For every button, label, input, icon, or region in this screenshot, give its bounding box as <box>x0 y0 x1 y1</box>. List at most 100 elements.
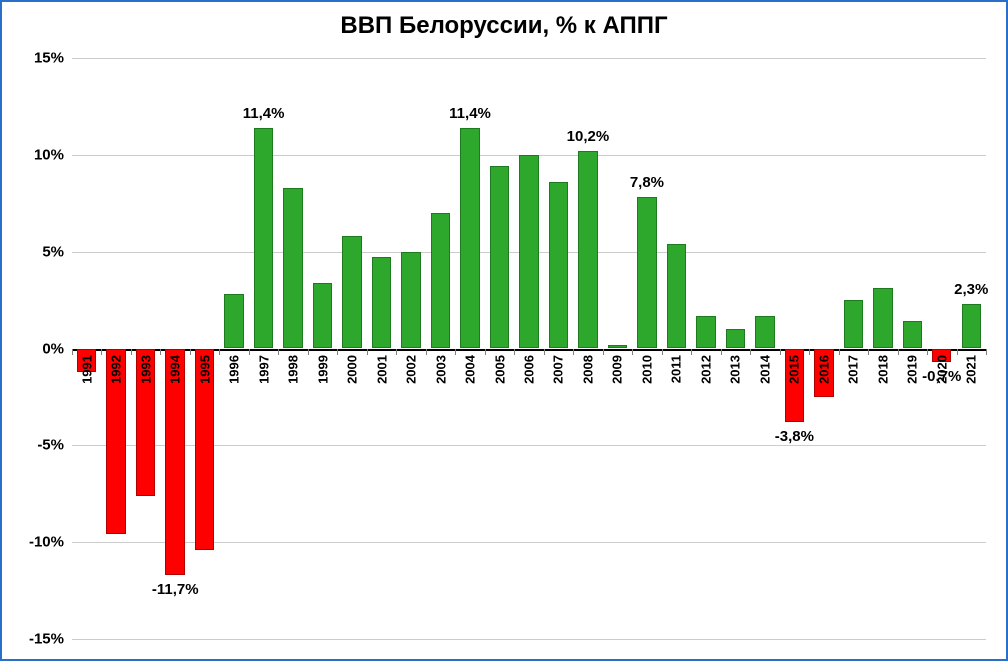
x-axis-tick <box>249 349 250 355</box>
bar <box>372 257 391 348</box>
x-axis-category-label: 2016 <box>816 355 831 384</box>
x-axis-tick <box>750 349 751 355</box>
x-axis-tick <box>337 349 338 355</box>
x-axis-category-label: 2012 <box>698 355 713 384</box>
data-label: 10,2% <box>567 128 610 145</box>
x-axis-tick <box>131 349 132 355</box>
x-axis-tick <box>632 349 633 355</box>
x-axis-tick <box>308 349 309 355</box>
x-axis-tick <box>485 349 486 355</box>
x-axis-tick <box>691 349 692 355</box>
plot-area: -15%-10%-5%0%5%10%15%1991199219931994199… <box>72 58 986 639</box>
x-axis-tick <box>396 349 397 355</box>
bar <box>873 288 892 348</box>
x-axis-category-label: 2000 <box>345 355 360 384</box>
x-axis-category-label: 1999 <box>315 355 330 384</box>
bar <box>755 316 774 349</box>
x-axis-category-label: 2002 <box>404 355 419 384</box>
x-axis-tick <box>101 349 102 355</box>
x-axis-category-label: 2019 <box>905 355 920 384</box>
bar <box>578 151 597 349</box>
data-label: -3,8% <box>775 428 814 445</box>
bar <box>667 244 686 349</box>
bar <box>903 321 922 348</box>
x-axis-tick <box>219 349 220 355</box>
x-axis-tick <box>455 349 456 355</box>
x-axis-category-label: 2009 <box>610 355 625 384</box>
bar <box>519 155 538 349</box>
x-axis-tick <box>603 349 604 355</box>
x-axis-category-label: 2003 <box>433 355 448 384</box>
chart-frame: ВВП Белоруссии, % к АППГ -15% -10% -5% 0% 5%… <box>0 0 1008 661</box>
x-axis-category-label: 2006 <box>522 355 537 384</box>
x-axis-category-label: 2018 <box>875 355 890 384</box>
bar <box>962 304 981 349</box>
bar <box>844 300 863 348</box>
x-axis-category-label: 2021 <box>964 355 979 384</box>
bar <box>608 345 627 349</box>
bar <box>254 128 273 349</box>
x-axis-tick <box>868 349 869 355</box>
bar <box>313 283 332 349</box>
x-axis-tick <box>898 349 899 355</box>
x-axis-category-label: 2014 <box>757 355 772 384</box>
x-axis-tick <box>957 349 958 355</box>
x-axis-tick <box>780 349 781 355</box>
bar <box>342 236 361 348</box>
bar <box>637 197 656 348</box>
x-axis-category-label: 2011 <box>669 355 684 383</box>
y-axis-tick-label: 0% <box>42 340 64 357</box>
bar <box>283 188 302 349</box>
data-label: -0,7% <box>922 368 961 385</box>
data-label: -11,7% <box>152 581 199 598</box>
y-axis-tick-label: 5% <box>42 243 64 260</box>
x-axis-category-label: 1993 <box>138 355 153 384</box>
data-label: 11,4% <box>449 105 491 122</box>
x-axis-tick <box>278 349 279 355</box>
x-axis-tick <box>809 349 810 355</box>
x-axis-tick <box>426 349 427 355</box>
y-axis-tick-label: -15% <box>29 631 64 648</box>
x-axis-category-label: 1991 <box>79 355 94 384</box>
x-axis-tick <box>986 349 987 355</box>
x-axis-category-label: 1998 <box>286 355 301 384</box>
x-axis-category-label: 2015 <box>787 355 802 384</box>
x-axis-tick <box>514 349 515 355</box>
x-axis-category-label: 2013 <box>728 355 743 384</box>
x-axis-tick <box>839 349 840 355</box>
bar <box>401 252 420 349</box>
bar <box>224 294 243 348</box>
x-axis-category-label: 2004 <box>463 355 478 384</box>
x-axis-category-label: 2017 <box>846 355 861 384</box>
bar <box>726 329 745 348</box>
y-axis-tick-label: -10% <box>29 534 64 551</box>
x-axis-category-label: 2008 <box>580 355 595 384</box>
x-axis-category-label: 1997 <box>256 355 271 384</box>
x-axis-category-label: 2007 <box>551 355 566 384</box>
x-axis-category-label: 2005 <box>492 355 507 384</box>
x-axis-tick <box>927 349 928 355</box>
bar <box>490 166 509 348</box>
x-axis-category-label: 2001 <box>374 355 389 384</box>
x-axis-tick <box>721 349 722 355</box>
x-axis-tick <box>367 349 368 355</box>
x-axis-tick <box>190 349 191 355</box>
y-axis-tick-label: 10% <box>34 146 64 163</box>
chart-title: ВВП Белоруссии, % к АППГ <box>2 12 1006 40</box>
y-axis-tick-label: -5% <box>37 437 64 454</box>
x-axis-category-label: 2010 <box>639 355 654 384</box>
x-axis-tick <box>573 349 574 355</box>
x-axis-category-label: 1996 <box>227 355 242 384</box>
x-axis-category-label: 1995 <box>197 355 212 384</box>
x-axis-tick <box>662 349 663 355</box>
gridline <box>72 58 986 59</box>
x-axis-category-label: 1992 <box>109 355 124 384</box>
data-label: 2,3% <box>954 281 988 298</box>
gridline <box>72 639 986 640</box>
x-axis-tick <box>160 349 161 355</box>
y-axis-tick-label: 15% <box>34 50 64 67</box>
data-label: 11,4% <box>243 105 285 122</box>
bar <box>460 128 479 349</box>
bar <box>549 182 568 349</box>
x-axis-tick <box>544 349 545 355</box>
